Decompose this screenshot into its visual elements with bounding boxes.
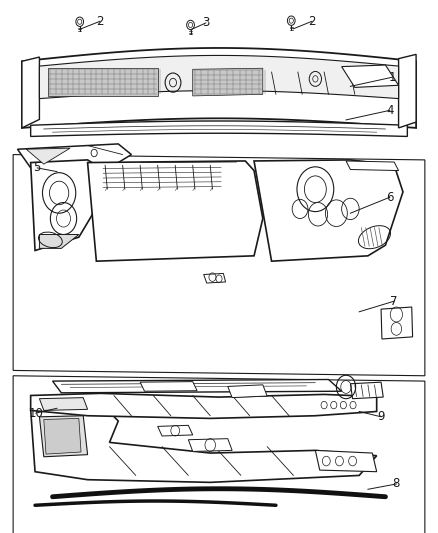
Polygon shape	[18, 144, 131, 168]
Text: 9: 9	[377, 410, 385, 423]
Polygon shape	[39, 235, 79, 248]
Polygon shape	[315, 450, 377, 472]
Text: 6: 6	[386, 191, 394, 204]
Polygon shape	[140, 382, 197, 391]
Text: 2: 2	[308, 15, 316, 28]
Polygon shape	[53, 379, 342, 393]
Polygon shape	[31, 407, 377, 482]
Polygon shape	[346, 161, 399, 171]
Polygon shape	[31, 160, 105, 251]
Polygon shape	[39, 55, 399, 99]
Polygon shape	[204, 273, 226, 283]
Polygon shape	[13, 155, 425, 376]
Polygon shape	[399, 54, 416, 128]
Text: 3: 3	[202, 17, 209, 29]
Polygon shape	[254, 160, 403, 261]
Polygon shape	[228, 385, 267, 398]
Text: 1: 1	[388, 71, 396, 84]
Polygon shape	[26, 148, 70, 164]
Text: 7: 7	[390, 295, 398, 308]
Polygon shape	[44, 418, 81, 454]
Text: 4: 4	[386, 104, 394, 117]
Text: 5: 5	[34, 161, 41, 174]
Text: 2: 2	[96, 15, 104, 28]
Polygon shape	[158, 425, 193, 436]
Polygon shape	[39, 416, 88, 457]
Text: 8: 8	[393, 478, 400, 490]
Polygon shape	[13, 376, 425, 533]
Polygon shape	[88, 161, 263, 261]
Polygon shape	[350, 382, 383, 399]
Polygon shape	[31, 121, 407, 136]
Polygon shape	[193, 68, 263, 96]
Polygon shape	[22, 48, 416, 128]
Polygon shape	[22, 57, 39, 128]
Polygon shape	[188, 439, 232, 451]
Text: 10: 10	[28, 407, 43, 419]
Polygon shape	[48, 68, 158, 96]
Polygon shape	[342, 65, 399, 87]
Polygon shape	[39, 398, 88, 410]
Polygon shape	[381, 307, 413, 339]
Polygon shape	[31, 393, 377, 418]
